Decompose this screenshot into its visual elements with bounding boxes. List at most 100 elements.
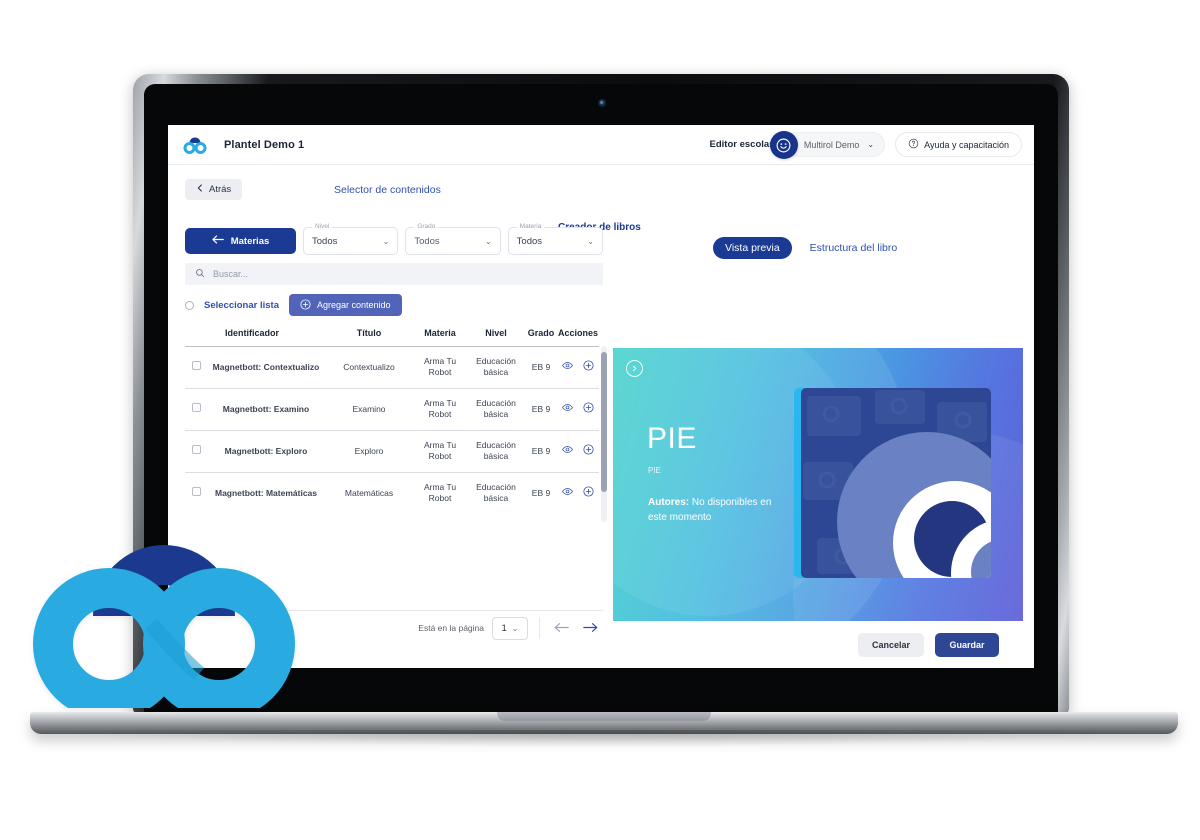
- search-input[interactable]: Buscar...: [185, 263, 603, 285]
- row-checkbox-cell: [185, 471, 207, 514]
- row-checkbox[interactable]: [191, 445, 201, 455]
- chevron-down-icon: ⌄: [382, 236, 390, 246]
- chevron-down-icon: ⌄: [511, 623, 519, 633]
- add-content-button[interactable]: Agregar contenido: [288, 294, 402, 316]
- materias-button[interactable]: Materias: [185, 228, 296, 254]
- content-selector-panel: Materias Nivel Todos ⌄ Grado Todos ⌄ Mat…: [185, 223, 607, 522]
- cell-identificador: Magnetbott: Matemáticas: [207, 471, 325, 514]
- brand[interactable]: Plantel Demo 1: [182, 135, 304, 155]
- preview-tabs: Vista previa Estructura del libro: [713, 237, 909, 259]
- chevron-down-icon: ⌄: [867, 140, 875, 149]
- plus-circle-icon[interactable]: [583, 444, 594, 458]
- select-materia[interactable]: Materia Todos ⌄: [507, 223, 603, 255]
- materias-label: Materias: [230, 235, 270, 247]
- back-button[interactable]: Atrás: [185, 179, 243, 200]
- select-list-radio[interactable]: [185, 300, 194, 310]
- cell-identificador: Magnetbott: Examino: [207, 387, 325, 431]
- select-nivel-legend: Nivel: [312, 223, 333, 230]
- cell-acciones: [557, 346, 599, 389]
- table-row[interactable]: Magnetbott: Matemáticas Matemáticas Arma T…: [185, 471, 599, 514]
- cell-identificador: Magnetbott: Contextualizo: [207, 346, 325, 389]
- role-name: Multirol Demo: [803, 139, 860, 150]
- cell-acciones: [557, 471, 599, 514]
- col-titulo: Título: [356, 328, 382, 338]
- page-number-select[interactable]: 1 ⌄: [492, 616, 528, 640]
- plus-circle-icon[interactable]: [583, 402, 594, 416]
- cell-materia: Arma Tu Robot: [413, 471, 467, 514]
- cell-titulo: Contextualizo: [325, 346, 413, 389]
- tab-estructura-libro[interactable]: Estructura del libro: [809, 242, 898, 254]
- cancel-button[interactable]: Cancelar: [858, 633, 924, 657]
- cell-grado: EB 9: [525, 387, 557, 431]
- table-row[interactable]: Magnetbott: Contextualizo Contextualizo Ar…: [185, 346, 599, 389]
- page-number-value: 1: [501, 622, 507, 634]
- next-page-button[interactable]: [580, 621, 601, 636]
- top-bar: Plantel Demo 1 Editor escolar Multirol D…: [168, 125, 1034, 165]
- select-nivel[interactable]: Nivel Todos ⌄: [303, 223, 399, 255]
- preview-authors-value: No disponibles en este momento: [648, 497, 772, 523]
- prev-page-button[interactable]: [551, 621, 572, 636]
- table-row[interactable]: Magnetbott: Examino Examino Arma Tu Robot E…: [185, 387, 599, 431]
- select-materia-value: Todos: [516, 235, 543, 247]
- table-row[interactable]: Magnetbott: Exploro Exploro Arma Tu Robot E…: [185, 429, 599, 473]
- save-button[interactable]: Guardar: [935, 633, 999, 657]
- select-grado[interactable]: Grado Todos ⌄: [405, 223, 501, 255]
- preview-authors-label: Autores:: [648, 497, 690, 508]
- col-grado: Grado: [527, 328, 555, 338]
- app-screen: Plantel Demo 1 Editor escolar Multirol D…: [168, 125, 1034, 668]
- table-scrollbar[interactable]: [601, 346, 607, 522]
- cell-nivel: Educación básica: [467, 346, 525, 389]
- play-circle-icon[interactable]: [626, 360, 643, 377]
- filter-bar: Materias Nivel Todos ⌄ Grado Todos ⌄ Mat…: [185, 223, 603, 255]
- role-switcher[interactable]: Multirol Demo ⌄: [769, 131, 886, 159]
- question-circle-icon: [908, 138, 919, 151]
- plus-circle-icon[interactable]: [583, 360, 594, 374]
- smiley-avatar-icon: [769, 131, 798, 159]
- row-checkbox-cell: [185, 346, 207, 389]
- pagination-bar: Está en la página 1 ⌄: [185, 610, 603, 645]
- chevron-down-icon: ⌄: [587, 236, 594, 246]
- col-acciones: Acciones: [557, 328, 599, 338]
- content-table-wrapper: Identificador Título Materia Nivel Grado…: [185, 324, 607, 522]
- list-controls: Seleccionar lista Agregar contenido: [185, 294, 603, 316]
- pagination-label: Está en la página: [418, 623, 484, 633]
- select-grado-value: Todos: [414, 235, 440, 247]
- cell-titulo: Exploro: [325, 429, 413, 473]
- selector-contenidos-title: Selector de contenidos: [334, 184, 441, 196]
- add-content-label: Agregar contenido: [316, 300, 391, 310]
- cell-titulo: Matemáticas: [325, 471, 413, 514]
- eye-icon[interactable]: [562, 487, 573, 499]
- col-materia: Materia: [424, 328, 456, 338]
- row-checkbox[interactable]: [191, 487, 201, 497]
- sub-header: Atrás Selector de contenidos Creador de …: [168, 165, 1034, 259]
- eye-icon[interactable]: [562, 403, 573, 415]
- preview-subtitle: PIE: [648, 466, 661, 475]
- col-nivel: Nivel: [485, 328, 507, 338]
- eye-icon[interactable]: [562, 445, 573, 457]
- row-checkbox[interactable]: [191, 361, 201, 371]
- chevron-left-icon: [196, 184, 204, 195]
- select-grado-legend: Grado: [414, 223, 439, 230]
- book-cloud-cover-icon: [801, 388, 991, 578]
- search-placeholder: Buscar...: [213, 269, 249, 279]
- row-checkbox[interactable]: [191, 403, 201, 413]
- cell-titulo: Examino: [325, 387, 413, 431]
- plus-circle-icon[interactable]: [583, 486, 594, 500]
- cell-grado: EB 9: [525, 429, 557, 473]
- workspace: Materias Nivel Todos ⌄ Grado Todos ⌄ Mat…: [168, 217, 1034, 657]
- divider: [539, 617, 540, 639]
- row-checkbox-cell: [185, 387, 207, 431]
- laptop-base: [30, 712, 1178, 734]
- tab-vista-previa[interactable]: Vista previa: [713, 237, 792, 259]
- cell-nivel: Educación básica: [467, 429, 525, 473]
- cell-identificador: Magnetbott: Exploro: [207, 429, 325, 473]
- preview-title: PIE: [647, 422, 697, 455]
- cell-acciones: [557, 387, 599, 431]
- eye-icon[interactable]: [562, 361, 573, 373]
- help-button[interactable]: Ayuda y capacitación: [895, 132, 1022, 157]
- select-materia-legend: Materia: [516, 223, 545, 230]
- preview-authors: Autores: No disponibles en este momento: [648, 495, 776, 525]
- table-header-row: Identificador Título Materia Nivel Grado…: [185, 324, 599, 347]
- chevron-down-icon: ⌄: [484, 236, 492, 246]
- book-preview-panel: PIE PIE Autores: No disponibles en este …: [613, 348, 1023, 621]
